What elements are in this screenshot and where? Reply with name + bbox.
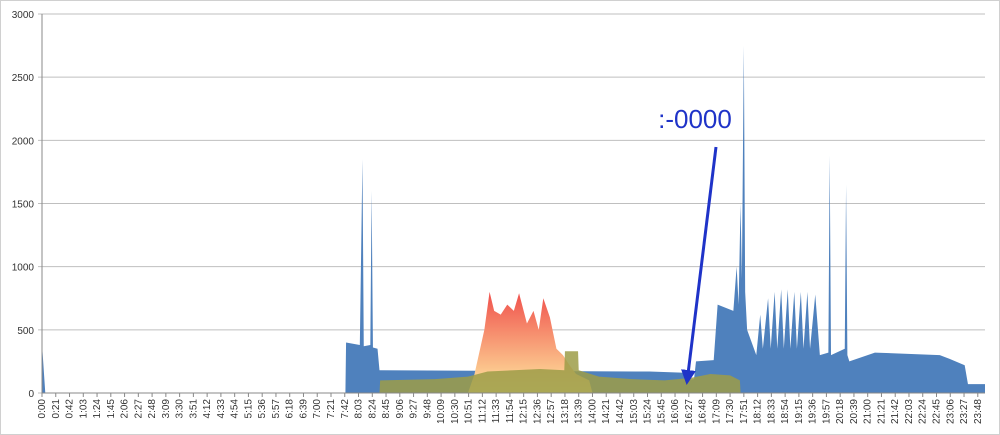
x-tick-label: 13:18 bbox=[560, 399, 571, 424]
x-tick-label: 3:09 bbox=[161, 399, 172, 419]
x-tick-label: 12:15 bbox=[519, 399, 530, 424]
x-tick-label: 17:09 bbox=[711, 399, 722, 424]
x-tick-label: 14:00 bbox=[587, 399, 598, 424]
x-tick-label: 22:03 bbox=[904, 399, 915, 424]
x-tick-label: 4:12 bbox=[202, 399, 213, 419]
x-tick-label: 5:57 bbox=[271, 399, 282, 419]
y-tick-label: 1000 bbox=[12, 263, 35, 274]
y-tick-label: 2500 bbox=[12, 73, 35, 84]
x-tick-label: 11:33 bbox=[491, 399, 502, 424]
x-tick-label: 21:00 bbox=[863, 399, 874, 424]
x-tick-label: 20:18 bbox=[835, 399, 846, 424]
x-tick-label: 21:42 bbox=[890, 399, 901, 424]
y-tick-label: 500 bbox=[17, 326, 34, 337]
annotation: :-0000 bbox=[658, 104, 732, 134]
x-tick-label: 2:48 bbox=[147, 399, 158, 419]
x-tick-label: 22:24 bbox=[918, 399, 929, 424]
x-tick-label: 17:30 bbox=[725, 399, 736, 424]
x-tick-label: 19:15 bbox=[794, 399, 805, 424]
x-tick-label: 14:42 bbox=[615, 399, 626, 424]
x-tick-label: 2:27 bbox=[133, 399, 144, 419]
y-tick-label: 2000 bbox=[12, 136, 35, 147]
x-tick-label: 0:21 bbox=[51, 399, 62, 419]
x-tick-label: 20:39 bbox=[849, 399, 860, 424]
x-tick-label: 9:27 bbox=[409, 399, 420, 419]
axes: 0 500 1000 1500 2000 2500 3000 0:00 0:21 0:42 1:03… bbox=[12, 10, 985, 424]
x-tick-label: 16:48 bbox=[698, 399, 709, 424]
x-tick-label: 18:33 bbox=[766, 399, 777, 424]
x-tick-label: 11:54 bbox=[505, 399, 516, 424]
x-tick-label: 21:21 bbox=[876, 399, 887, 424]
x-tick-label: 4:54 bbox=[230, 399, 241, 419]
x-tick-label: 0:00 bbox=[37, 399, 48, 419]
y-tick-label: 1500 bbox=[12, 200, 35, 211]
x-tick-label: 13:39 bbox=[574, 399, 585, 424]
x-tick-label: 15:03 bbox=[629, 399, 640, 424]
x-tick-label: 7:21 bbox=[326, 399, 337, 419]
x-tick-label: 2:06 bbox=[120, 399, 131, 419]
x-tick-label: 15:24 bbox=[643, 399, 654, 424]
x-tick-label: 6:39 bbox=[298, 399, 309, 419]
x-tick-label: 17:51 bbox=[739, 399, 750, 424]
x-tick-label: 5:15 bbox=[243, 399, 254, 419]
x-tick-label: 18:12 bbox=[753, 399, 764, 424]
annotation-arrow bbox=[681, 146, 718, 385]
y-tick-label: 3000 bbox=[12, 10, 35, 21]
x-tick-label: 22:45 bbox=[932, 399, 943, 424]
x-tick-label: 10:30 bbox=[450, 399, 461, 424]
x-tick-label: 14:21 bbox=[601, 399, 612, 424]
x-tick-label: 8:45 bbox=[381, 399, 392, 419]
x-tick-label: 23:48 bbox=[973, 399, 984, 424]
x-tick-label: 23:06 bbox=[945, 399, 956, 424]
x-tick-label: 12:57 bbox=[546, 399, 557, 424]
x-tick-label: 23:27 bbox=[959, 399, 970, 424]
x-tick-label: 7:42 bbox=[340, 399, 351, 419]
x-tick-label: 19:36 bbox=[808, 399, 819, 424]
x-tick-label: 19:57 bbox=[821, 399, 832, 424]
x-tick-label: 16:27 bbox=[684, 399, 695, 424]
x-tick-label: 9:06 bbox=[395, 399, 406, 419]
x-tick-label: 9:48 bbox=[422, 399, 433, 419]
x-tick-label: 3:30 bbox=[175, 399, 186, 419]
x-tick-label: 1:45 bbox=[106, 399, 117, 419]
x-tick-label: 15:45 bbox=[656, 399, 667, 424]
x-tick-label: 8:24 bbox=[367, 399, 378, 419]
x-tick-label: 10:51 bbox=[464, 399, 475, 424]
x-tick-label: 12:36 bbox=[532, 399, 543, 424]
area bbox=[42, 45, 985, 393]
x-tick-label: 1:24 bbox=[92, 399, 103, 419]
x-tick-label: 16:06 bbox=[670, 399, 681, 424]
x-tick-label: 3:51 bbox=[188, 399, 199, 419]
x-tick-label: 10:09 bbox=[436, 399, 447, 424]
x-tick-label: 5:36 bbox=[257, 399, 268, 419]
x-tick-label: 11:12 bbox=[477, 399, 488, 424]
area bbox=[467, 291, 593, 393]
y-tick-label: 0 bbox=[28, 389, 34, 400]
x-tick-label: 6:18 bbox=[285, 399, 296, 419]
x-tick-label: 4:33 bbox=[216, 399, 227, 419]
x-tick-label: 0:42 bbox=[65, 399, 76, 419]
area bbox=[379, 351, 741, 393]
x-tick-label: 7:00 bbox=[312, 399, 323, 419]
x-tick-label: 1:03 bbox=[78, 399, 89, 419]
x-tick-label: 18:54 bbox=[780, 399, 791, 424]
plot-area bbox=[42, 45, 985, 393]
x-tick-label: 8:03 bbox=[354, 399, 365, 419]
